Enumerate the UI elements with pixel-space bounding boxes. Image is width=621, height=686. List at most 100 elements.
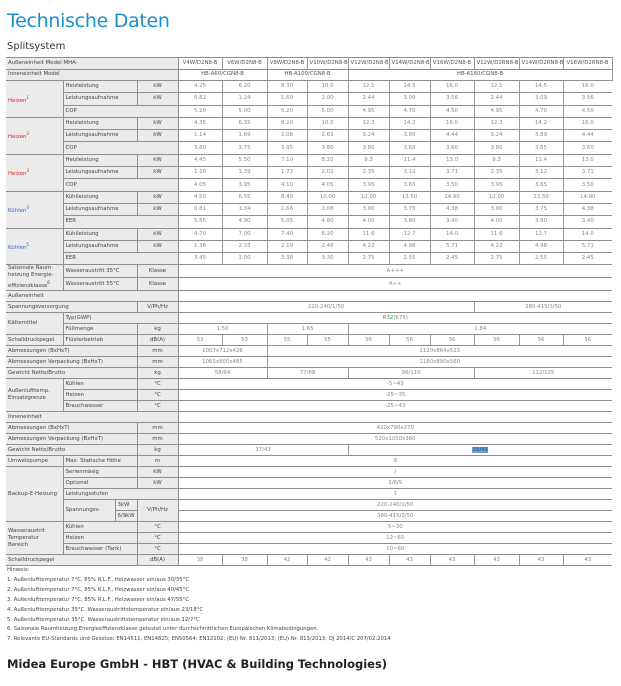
row-kuehlen5-leistungsaufnahme: Leistungsaufnahme kW 1.36 2.33 2.19 2.48 4.22 4… [6,239,613,254]
row-schalldruckpegel-innen: Schalldruckpegel dB(A) 38 38 42 42 43 43 43 43 43 4… [6,554,613,567]
label-cell: Heizleistung [63,79,138,94]
value-cell: 2.19 [267,239,308,254]
value-cell: A++ [178,277,613,292]
value-cell: 4.50 [563,104,613,118]
value-cell: 16.0 [563,116,613,131]
row-indoor-model-row: Inneneinheit Model HB-A60/CGN8-B HB-A100/C… [6,68,613,81]
value-cell: 3.30 [307,252,349,266]
value-cell: 3.65 [519,178,564,192]
row-abmessungen-aussen: Abmessungen (BxHxT) mm 1007x712x426 1120x86… [6,345,613,358]
value-cell: 6.55 [222,190,268,204]
value-cell: 4.05 [178,178,223,192]
value-cell: 4.50 [430,104,475,118]
row-einsatzgrenze-kuehlen: Außenlufttemp. Einsatzgrenze Kühlen °C -5~4… [6,378,613,413]
row-backup-optional: Optional kW 3/6/9 [6,477,613,490]
row-backup-spannung-3kw: Spannungsv. 3kW V/Ph/Hz 220-240/1/50 [6,499,613,523]
value-cell: 56 [519,334,564,347]
footnote-ref: 4 [26,205,29,211]
value-cell: 37/43 [178,444,349,457]
value-cell: 420x790x270 [178,422,613,435]
unit-cell: kW [137,166,179,180]
label-cell: Heizleistung [63,153,138,168]
label-cell: Abmessungen Verpackung (BxHxT) [6,356,138,369]
value-cell: 3.40 [430,215,475,229]
value-cell: 3.71 [563,166,613,180]
section-subtitle: Splitsystem [7,41,66,52]
header-cell: V12W/D2RN8-B [474,57,520,70]
unit-cell: kW [137,202,179,217]
header-cell: V6W/D2N8-B [222,57,268,70]
value-cell: 8.20 [267,116,308,131]
value-cell: 8.40 [267,190,308,204]
label-cell: 6/9kW [115,510,138,523]
value-cell: 3.75 [222,141,268,155]
label-cell: Abmessungen (BxHxT) [6,345,138,358]
unit-cell: mm [137,422,179,435]
row-section-ausseneinheit: Außeneinheit [6,290,613,303]
value-cell: 14.5 [389,79,431,94]
label-cell: Außeneinheit Model MHA- [6,57,179,70]
value-cell: 14.90 [430,190,475,204]
notes: Hinweis: 1. Außenlufttemperatur 7°C, 85%… [7,566,391,645]
value-cell: 1.39 [222,166,268,180]
unit-cell: kW [137,477,179,490]
value-cell: 4.05 [307,178,349,192]
value-cell: 2.75 [348,252,390,266]
value-cell: 1.10 [178,166,223,180]
footnote-ref: 2 [26,131,29,137]
unit-cell: Klasse [137,277,179,292]
note-item: 2. Außenlufttemperatur 7°C, 85% R.L.F., … [7,586,190,593]
footnote-ref: 5 [26,242,29,248]
value-cell: 3.75 [389,202,431,217]
row-umwelzpumpe: Umwelzpumpe Max. Statische Höhe m 9 [6,455,613,468]
note-item: 4. Außenlufttemperatur 35°C. Wasseraustr… [7,606,204,613]
label-cell: Brauchwasser (Tank) [63,543,138,556]
unit-cell: °C [137,378,179,391]
value-cell: 43 [519,554,564,567]
value-cell: 38 [222,554,268,567]
value-cell: 4.38 [430,202,475,217]
row-backup-leistungsstufen: Leistungsstufen 1 [6,488,613,501]
value-cell: 2.45 [563,252,613,266]
row-energieeffizienz-55: Wasseraustritt 55°C Klasse A++ [6,277,613,292]
value-cell: 2.33 [222,239,268,254]
row-heizen3-heizleistung: Heizen3 Heizleistung kW 4.45 5.50 7.10 8.20 9.3… [6,153,613,192]
value-cell: 9.3 [474,153,520,168]
selected-text[interactable]: 39/45 [472,446,489,453]
unit-cell: kW [137,116,179,131]
value-cell: 1.73 [267,166,308,180]
row-wasseraustritt-kuehlen: Wasseraustrit Temperatur Bereich Kühlen °C… [6,521,613,556]
value-cell: 4.70 [389,104,431,118]
label-cell: Heizen [63,532,138,545]
value-cell: 2.48 [307,239,349,254]
value-cell: 3.89 [389,129,431,143]
value-cell: 10.00 [307,190,349,204]
value-cell: 4.95 [474,104,520,118]
label-cell: Kühlleistung [63,190,138,204]
value-cell: 3.24 [474,129,520,143]
value-cell: 4.50 [178,190,223,204]
value-cell: 7.10 [267,153,308,168]
value-cell: 56 [474,334,520,347]
value-cell: 3.09 [389,92,431,106]
label-cell: Heizen1 [6,80,64,118]
label-cell: Saisonale Raum-heizung Energie-effizienz… [6,264,64,292]
value-cell: 1 [178,488,613,501]
row-heizen1-cop: COP 5.20 5.00 5.20 5.00 4.95 4.70 4.50 4.95 4.70 4… [6,104,613,118]
value-cell: 1.36 [178,239,223,254]
value-cell: 43 [474,554,520,567]
label-cell: Umwelzpumpe [6,455,64,468]
value-cell: 2.55 [389,252,431,266]
value-cell: 4.38 [563,202,613,217]
row-backup-serienmaessig: Backup-E-Heizung Serienmäsig kW / [6,466,613,523]
value-cell: 1.69 [222,129,268,143]
value-cell: 12.3 [348,116,390,131]
value-cell: 380-415/3/50 [474,301,613,314]
label-cell: Abmessungen Verpackung (BxHxT) [6,433,138,446]
header-cell: V14W/D2N8-B [389,57,431,70]
value-cell: 77/88 [267,367,349,380]
value-cell: 43 [430,554,475,567]
unit-cell: Klasse [137,264,179,279]
label-cell: Füllmenge [63,323,138,336]
unit-cell: mm [137,345,179,358]
